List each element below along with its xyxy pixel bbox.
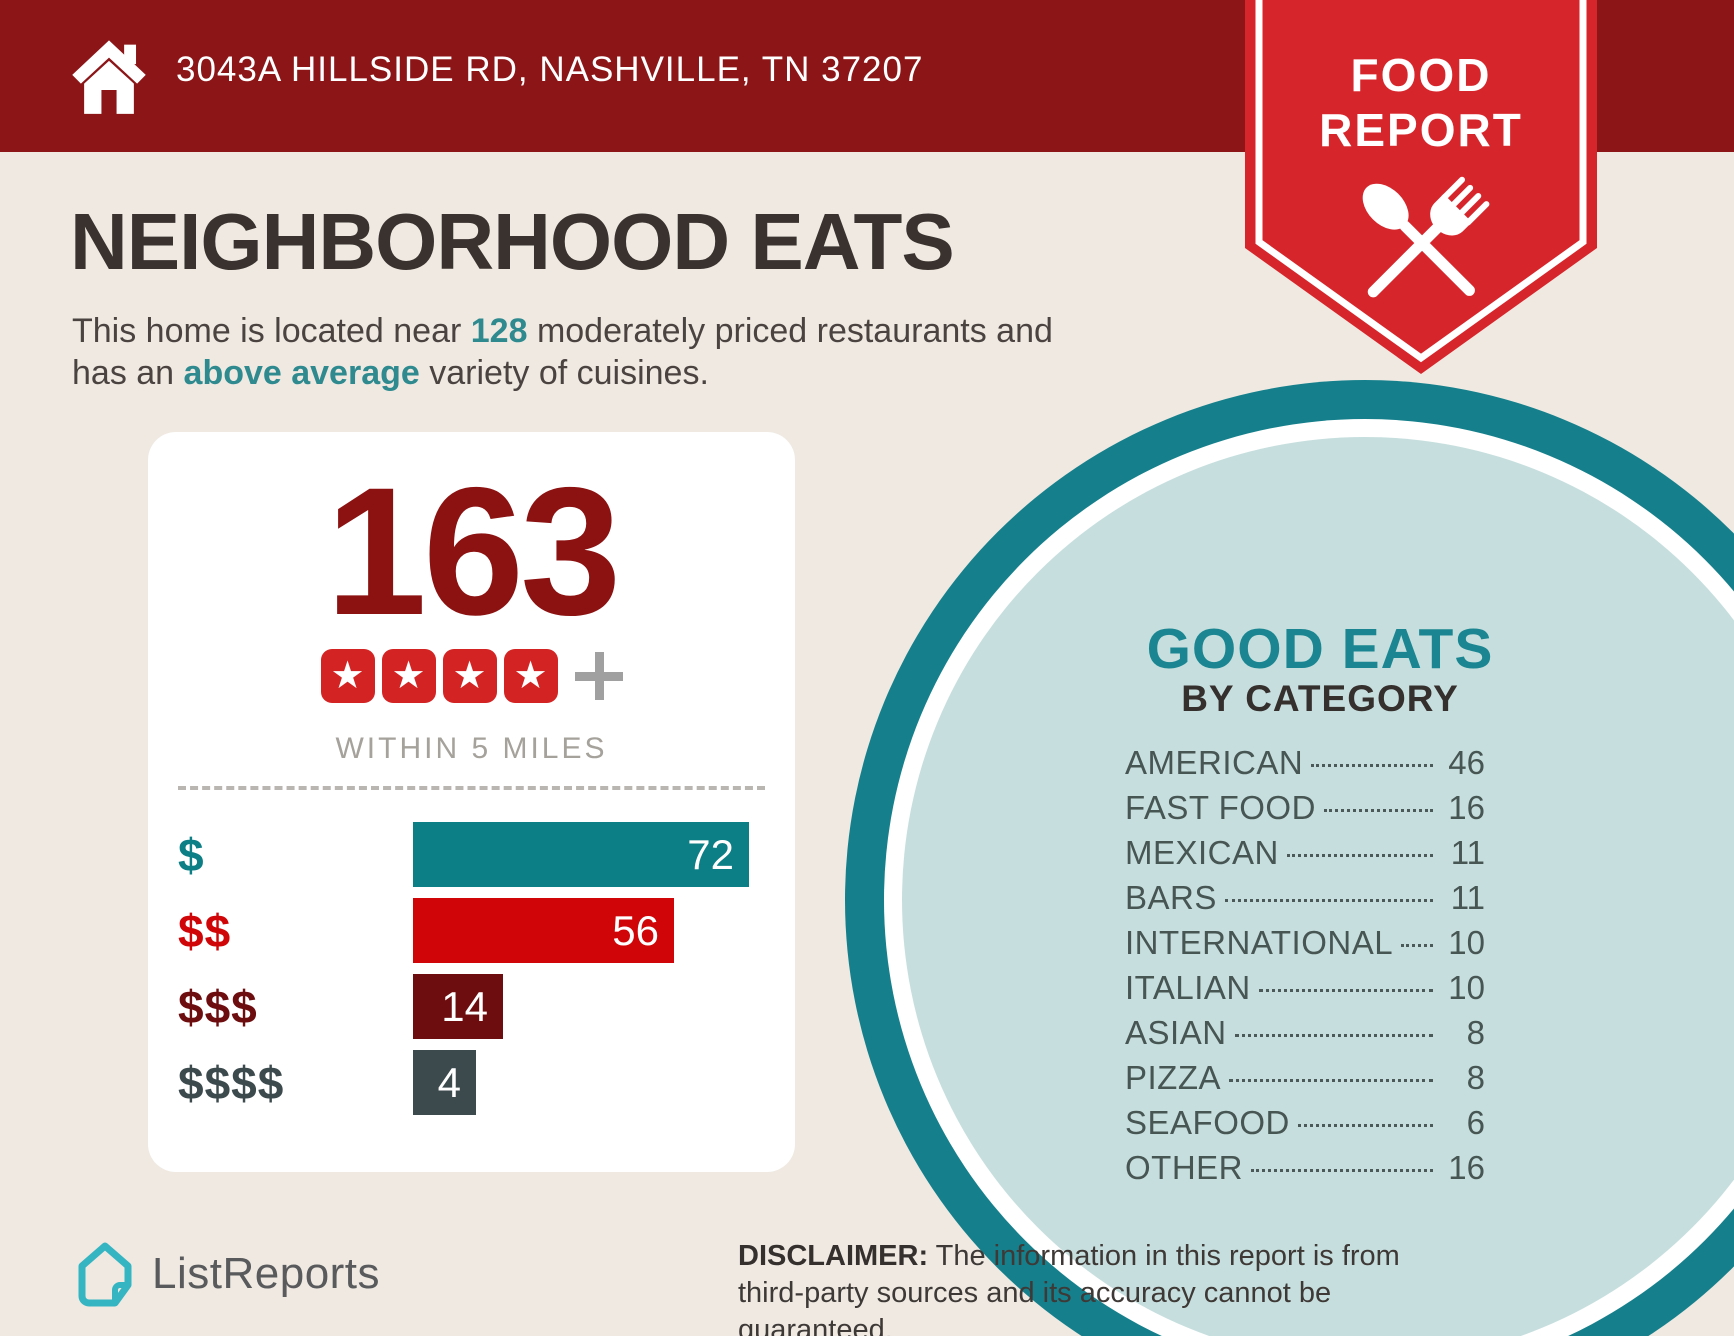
- total-restaurants-count: 163: [325, 449, 622, 653]
- category-row: MEXICAN 11: [1125, 834, 1485, 879]
- leader-dots: [1224, 899, 1433, 902]
- price-bar: 4: [413, 1050, 476, 1115]
- price-tier-label: $$$$: [178, 1056, 285, 1109]
- brand-name: ListReports: [152, 1249, 381, 1298]
- listreports-logo: ListReports: [72, 1240, 380, 1308]
- leader-dots: [1297, 1124, 1433, 1127]
- good-eats-subtitle: BY CATEGORY: [1181, 678, 1459, 719]
- spoon-fork-icon: [1362, 176, 1490, 298]
- page-title: NEIGHBORHOOD EATS: [70, 197, 955, 286]
- price-bar-row: $72: [178, 822, 765, 887]
- price-bar-value: 72: [687, 830, 734, 878]
- category-value: 8: [1466, 1014, 1485, 1051]
- leader-dots: [1286, 854, 1433, 857]
- star-icon: ★: [381, 649, 436, 703]
- leader-dots: [1251, 1169, 1433, 1172]
- leader-dots: [1258, 989, 1433, 992]
- badge-title-line1: FOOD: [1350, 49, 1492, 101]
- category-label: FAST FOOD: [1125, 789, 1316, 826]
- star-rating: ★ ★ ★ ★: [148, 648, 795, 704]
- food-report-badge: FOOD REPORT: [1245, 0, 1597, 385]
- leader-dots: [1401, 944, 1433, 947]
- leader-dots: [1229, 1079, 1433, 1082]
- category-label: ITALIAN: [1125, 969, 1251, 1006]
- star-icon: ★: [503, 649, 558, 703]
- category-value: 6: [1466, 1104, 1485, 1141]
- category-row: SEAFOOD 6: [1125, 1104, 1485, 1149]
- price-bar-value: 14: [441, 982, 488, 1030]
- plus-icon: [574, 652, 623, 700]
- subtitle-line1: This home is located near 128 moderately…: [72, 312, 1053, 350]
- category-value: 16: [1448, 789, 1485, 826]
- restaurant-count: 128: [470, 312, 528, 350]
- category-value: 16: [1448, 1149, 1485, 1186]
- category-row: OTHER 16: [1125, 1149, 1485, 1194]
- property-address: 3043A HILLSIDE RD, NASHVILLE, TN 37207: [176, 50, 924, 89]
- category-list: AMERICAN 46 FAST FOOD 16 MEXICAN 11 BARS 11 INTE…: [1125, 744, 1485, 1194]
- badge-title-line2: REPORT: [1319, 104, 1523, 156]
- category-label: OTHER: [1125, 1149, 1243, 1186]
- restaurant-summary-card: 163 ★ ★ ★ ★ WITHIN 5 MILES $72 $$ 56 $$$ 14 $$$$…: [148, 432, 795, 1172]
- price-tier-chart: $72 $$ 56 $$$ 14 $$$$ 4: [178, 822, 765, 1126]
- subtitle-line2: has an above average variety of cuisines…: [72, 354, 709, 392]
- good-eats-title: GOOD EATS: [1146, 617, 1494, 681]
- category-label: PIZZA: [1125, 1059, 1222, 1096]
- price-bar: 72: [413, 822, 749, 887]
- category-value: 10: [1448, 969, 1485, 1006]
- category-label: INTERNATIONAL: [1125, 924, 1394, 961]
- good-eats-circle-fill: [902, 437, 1734, 1336]
- price-bar-value: 56: [612, 906, 659, 954]
- category-row: INTERNATIONAL 10: [1125, 924, 1485, 969]
- category-label: BARS: [1125, 879, 1217, 916]
- price-tier-label: $$$: [178, 980, 258, 1033]
- page-subtitle: This home is located near 128 moderately…: [72, 310, 1053, 394]
- category-value: 8: [1466, 1059, 1485, 1096]
- price-tier-label: $$: [178, 904, 232, 957]
- category-label: AMERICAN: [1125, 744, 1304, 781]
- category-value: 11: [1450, 879, 1485, 916]
- category-row: FAST FOOD 16: [1125, 789, 1485, 834]
- leader-dots: [1323, 809, 1433, 812]
- category-row: ASIAN 8: [1125, 1014, 1485, 1059]
- category-row: AMERICAN 46: [1125, 744, 1485, 789]
- listreports-house-icon: [78, 1242, 132, 1307]
- variety-highlight: above average: [183, 354, 420, 392]
- price-bar-value: 4: [437, 1058, 461, 1106]
- star-icon: ★: [442, 649, 497, 703]
- category-value: 11: [1450, 834, 1485, 871]
- disclaimer-label: DISCLAIMER:: [738, 1240, 929, 1272]
- price-bar-row: $$$$ 4: [178, 1050, 765, 1115]
- price-bar: 14: [413, 974, 503, 1039]
- star-icon: ★: [320, 649, 375, 703]
- category-label: MEXICAN: [1125, 834, 1279, 871]
- category-label: SEAFOOD: [1125, 1104, 1290, 1141]
- dashed-divider: [178, 786, 765, 790]
- leader-dots: [1234, 1034, 1433, 1037]
- disclaimer: DISCLAIMER: The information in this repo…: [738, 1238, 1454, 1336]
- category-row: ITALIAN 10: [1125, 969, 1485, 1014]
- category-row: PIZZA 8: [1125, 1059, 1485, 1104]
- category-value: 46: [1448, 744, 1485, 781]
- category-row: BARS 11: [1125, 879, 1485, 924]
- category-value: 10: [1448, 924, 1485, 961]
- price-bar: 56: [413, 898, 674, 963]
- category-label: ASIAN: [1125, 1014, 1227, 1051]
- leader-dots: [1311, 764, 1433, 767]
- radius-caption: WITHIN 5 MILES: [335, 732, 608, 765]
- badge-pennant: [1245, 0, 1597, 374]
- price-tier-label: $: [178, 828, 205, 881]
- price-bar-row: $$ 56: [178, 898, 765, 963]
- disclaimer-text: The information in this report is from t…: [738, 1240, 1400, 1336]
- price-bar-row: $$$ 14: [178, 974, 765, 1039]
- home-icon: [70, 36, 148, 121]
